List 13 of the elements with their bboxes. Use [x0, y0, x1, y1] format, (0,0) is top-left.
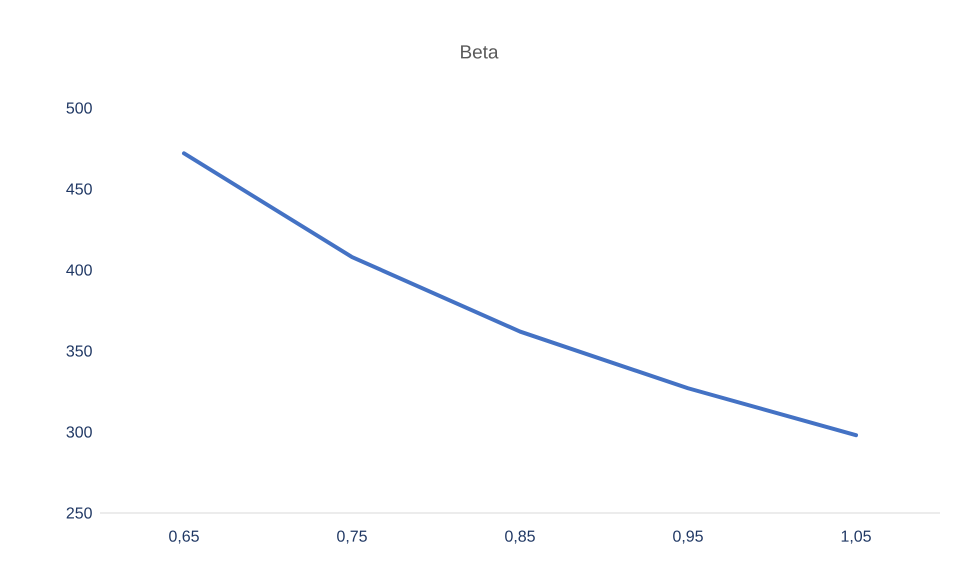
y-tick-label: 250 — [66, 507, 92, 519]
x-tick-label: 0,85 — [505, 530, 535, 544]
x-tick-label: 1,05 — [842, 530, 871, 544]
y-tick-label: 400 — [66, 264, 92, 276]
y-tick-label: 500 — [66, 102, 92, 114]
y-tick-label: 350 — [66, 345, 92, 357]
y-tick-label: 450 — [66, 183, 92, 195]
line-series — [182, 151, 858, 438]
x-tick-label: 0,65 — [169, 530, 199, 544]
x-tick-label: 0,75 — [337, 530, 367, 544]
chart-title: Beta — [461, 45, 498, 59]
y-tick-label: 300 — [66, 426, 92, 438]
x-tick-label: 0,95 — [673, 530, 703, 544]
